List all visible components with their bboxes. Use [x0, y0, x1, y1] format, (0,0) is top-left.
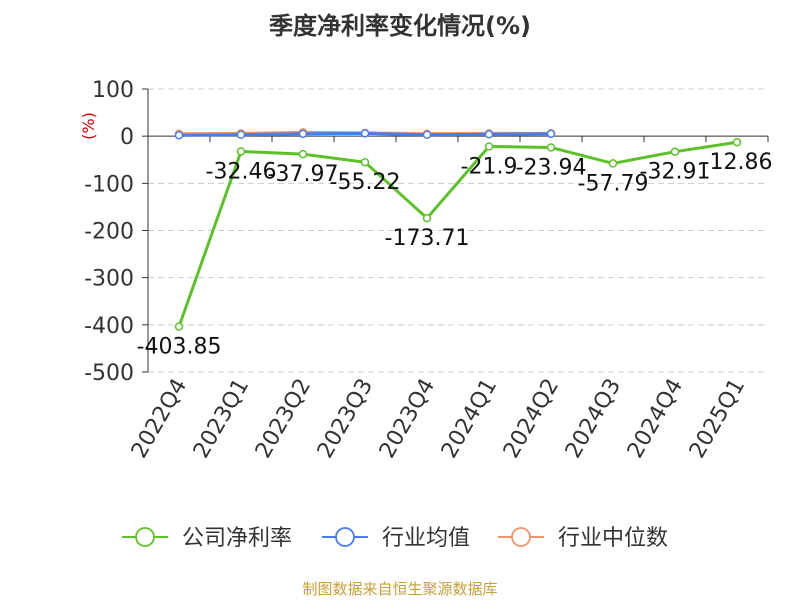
x-tick-label: 2024Q4 — [623, 375, 688, 463]
y-tick-label: -500 — [84, 361, 134, 386]
data-label: -55.22 — [330, 170, 401, 195]
data-label: -32.91 — [640, 160, 711, 185]
x-tick-label: 2022Q4 — [127, 375, 192, 463]
series-point-1 — [236, 130, 246, 140]
data-label: -173.71 — [385, 226, 470, 251]
y-tick-label: 0 — [120, 125, 134, 150]
x-tick-label: 2024Q2 — [499, 375, 564, 463]
x-tick-label: 2025Q1 — [685, 375, 750, 463]
legend-marker — [135, 527, 155, 547]
data-label: -57.79 — [578, 171, 649, 196]
series-point-0 — [546, 143, 556, 152]
legend-label: 公司净利率 — [182, 526, 292, 551]
x-tick-label: 2023Q2 — [251, 375, 316, 463]
chart-title: 季度净利率变化情况(%) — [269, 12, 531, 40]
series-point-0 — [732, 137, 742, 147]
y-tick-label: 100 — [92, 78, 134, 103]
series-point-0 — [174, 322, 184, 331]
series-point-1 — [422, 130, 432, 140]
series-point-0 — [236, 147, 246, 156]
legend-marker — [511, 527, 531, 547]
series-line-0 — [177, 140, 738, 328]
data-label: -32.46 — [206, 159, 277, 184]
y-axis-unit-label: (%) — [79, 112, 98, 140]
x-tick-label: 2024Q3 — [561, 375, 626, 463]
y-tick-label: -100 — [84, 172, 134, 197]
y-tick-label: -300 — [84, 267, 134, 292]
series-point-1 — [298, 129, 308, 139]
x-tick-label: 2023Q1 — [189, 375, 254, 463]
data-label: -403.85 — [137, 335, 222, 360]
x-tick-label: 2023Q3 — [313, 375, 378, 463]
y-tick-label: -200 — [84, 220, 134, 245]
series-point-1 — [546, 129, 556, 139]
x-tick-label: 2023Q4 — [375, 375, 440, 463]
series-point-0 — [484, 142, 494, 151]
legend-label: 行业中位数 — [558, 526, 668, 551]
series-point-1 — [174, 130, 184, 140]
series-point-1 — [360, 129, 370, 138]
legend-marker — [335, 527, 355, 547]
data-label: -37.97 — [268, 162, 339, 187]
series-point-0 — [422, 213, 432, 223]
data-source-note: 制图数据来自恒生聚源数据库 — [302, 580, 498, 598]
y-tick-label: -400 — [84, 314, 134, 339]
series-point-0 — [360, 157, 370, 167]
data-label: -23.94 — [516, 155, 587, 180]
data-label: -21.9 — [461, 154, 518, 179]
data-label: -12.86 — [702, 150, 773, 175]
series-point-0 — [298, 149, 308, 159]
x-tick-label: 2024Q1 — [437, 375, 502, 463]
series-point-0 — [608, 159, 618, 168]
legend-label: 行业均值 — [382, 526, 470, 551]
series-point-1 — [484, 130, 494, 139]
series-point-0 — [670, 147, 680, 156]
